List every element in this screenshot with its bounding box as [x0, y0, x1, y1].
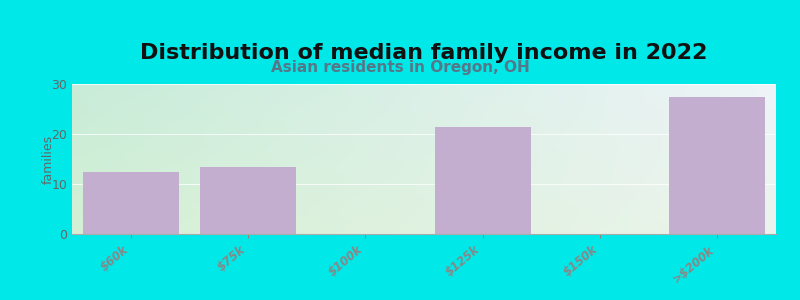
Y-axis label: families: families: [42, 134, 55, 184]
Title: Distribution of median family income in 2022: Distribution of median family income in …: [140, 43, 708, 63]
Bar: [434, 127, 530, 234]
Text: Asian residents in Oregon, OH: Asian residents in Oregon, OH: [270, 60, 530, 75]
Bar: [200, 167, 296, 234]
Bar: [82, 172, 178, 234]
Bar: [670, 97, 766, 234]
